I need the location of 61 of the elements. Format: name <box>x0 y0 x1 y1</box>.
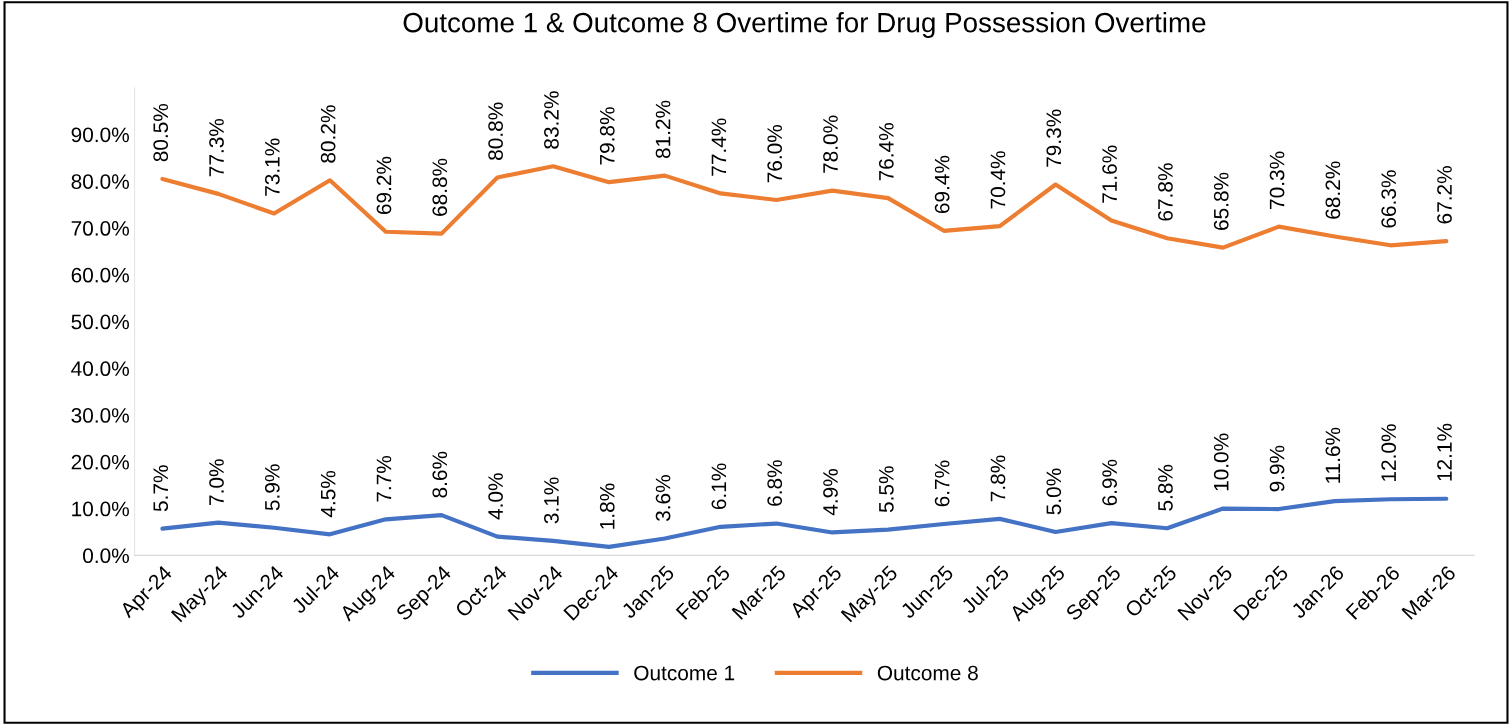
data-label: 76.4% <box>878 123 894 181</box>
y-tick-label: 40.0% <box>71 361 129 377</box>
data-label: 83.2% <box>544 91 559 149</box>
data-label: 70.3% <box>1269 151 1285 209</box>
data-label: 6.7% <box>934 460 950 507</box>
data-label: 12.1% <box>1437 423 1452 481</box>
legend-label: Outcome 1 <box>634 665 735 681</box>
data-label: 8.6% <box>432 451 448 498</box>
data-label: 77.4% <box>711 118 727 176</box>
data-label: 6.8% <box>767 460 783 506</box>
data-label: 3.1% <box>544 477 559 524</box>
data-label: 4.0% <box>488 473 503 520</box>
data-label: 78.0% <box>823 115 838 173</box>
data-label: 67.2% <box>1437 166 1452 224</box>
y-tick-label: 70.0% <box>71 221 129 236</box>
data-label: 68.2% <box>1325 161 1341 219</box>
data-label: 66.3% <box>1381 170 1397 228</box>
data-label: 6.1% <box>711 463 727 510</box>
data-label: 5.9% <box>264 464 280 511</box>
y-tick-label: 10.0% <box>72 501 129 517</box>
y-tick-label: 50.0% <box>71 314 129 330</box>
data-label: 79.8% <box>599 107 615 165</box>
data-label: 68.8% <box>432 158 448 216</box>
y-tick-label: 20.0% <box>71 454 129 470</box>
chart-title: Outcome 1 & Outcome 8 Overtime for Drug Possession Overtime <box>403 12 1206 38</box>
data-label: 10.0% <box>1213 433 1229 491</box>
data-label: 5.8% <box>1158 464 1173 511</box>
data-label: 69.2% <box>376 156 392 215</box>
y-tick-label: 90.0% <box>71 127 129 143</box>
data-label: 7.7% <box>376 455 392 502</box>
data-label: 71.6% <box>1102 145 1117 203</box>
data-label: 81.2% <box>655 100 671 159</box>
data-label: 7.0% <box>209 459 224 505</box>
data-label: 80.8% <box>488 102 503 160</box>
y-tick-label: 60.0% <box>71 267 129 283</box>
data-label: 3.6% <box>655 475 671 522</box>
data-label: 80.2% <box>320 105 336 163</box>
data-label: 73.1% <box>264 138 280 196</box>
data-label: 6.9% <box>1102 459 1117 506</box>
data-label: 4.5% <box>320 470 336 518</box>
y-tick-label: 0.0% <box>83 548 129 564</box>
data-label: 12.0% <box>1381 424 1397 481</box>
y-tick-label: 30.0% <box>71 408 129 423</box>
data-label: 7.8% <box>990 455 1006 502</box>
data-label: 9.9% <box>1269 445 1285 492</box>
data-label: 80.5% <box>153 103 169 162</box>
data-label: 65.8% <box>1213 172 1229 230</box>
data-label: 79.3% <box>1046 109 1062 167</box>
data-label: 4.9% <box>823 469 838 516</box>
data-label: 77.3% <box>209 118 224 177</box>
y-tick-label: 80.0% <box>71 174 129 189</box>
data-label: 67.8% <box>1158 163 1173 221</box>
data-label: 69.4% <box>934 155 950 214</box>
data-label: 1.8% <box>599 483 615 529</box>
data-label: 5.5% <box>879 466 894 513</box>
legend-label: Outcome 8 <box>877 665 978 681</box>
data-label: 5.7% <box>153 465 169 512</box>
data-label: 5.0% <box>1046 468 1062 515</box>
data-label: 76.0% <box>767 124 783 183</box>
data-label: 70.4% <box>990 151 1006 209</box>
data-label: 11.6% <box>1325 427 1341 483</box>
